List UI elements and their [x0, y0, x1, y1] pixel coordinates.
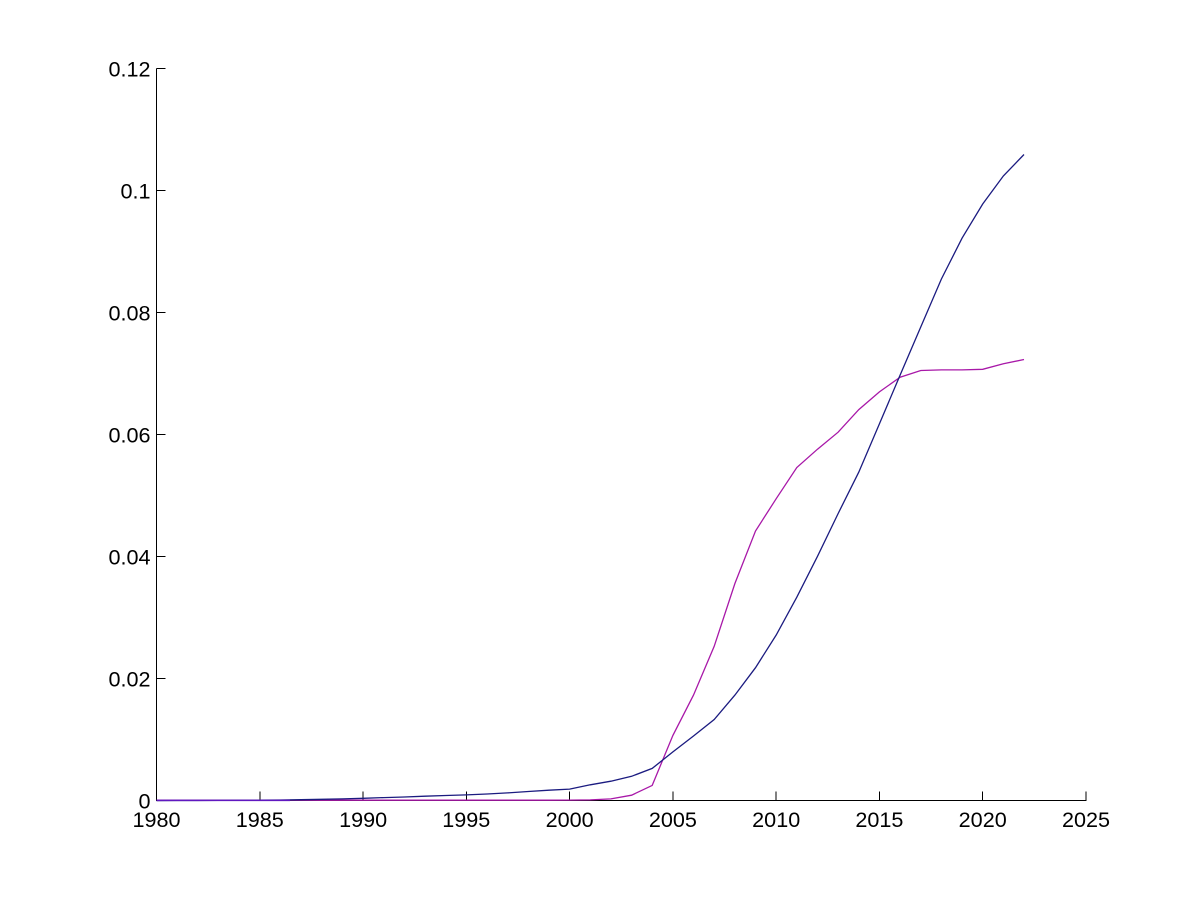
svg-text:2005: 2005 [649, 807, 697, 832]
svg-text:1995: 1995 [442, 807, 490, 832]
svg-text:0.04: 0.04 [108, 545, 150, 570]
svg-text:0: 0 [138, 789, 150, 814]
svg-text:1990: 1990 [339, 807, 387, 832]
svg-text:0.12: 0.12 [108, 56, 150, 81]
svg-text:2015: 2015 [855, 807, 903, 832]
svg-text:1980: 1980 [132, 807, 180, 832]
svg-text:2010: 2010 [752, 807, 800, 832]
svg-text:2025: 2025 [1062, 807, 1110, 832]
svg-text:0.1: 0.1 [120, 178, 150, 203]
svg-text:0.08: 0.08 [108, 301, 150, 326]
svg-text:2020: 2020 [959, 807, 1007, 832]
svg-text:0.06: 0.06 [108, 423, 150, 448]
svg-text:2000: 2000 [546, 807, 594, 832]
svg-text:1985: 1985 [236, 807, 284, 832]
svg-text:0.02: 0.02 [108, 667, 150, 692]
